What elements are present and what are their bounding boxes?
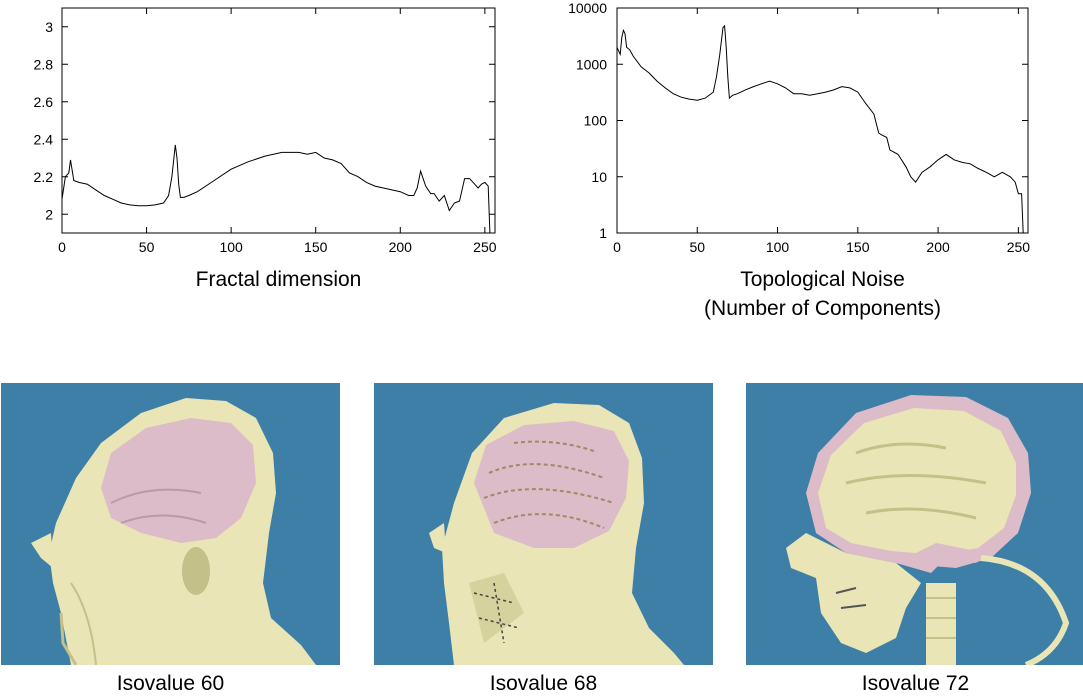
y-tick-label: 10000 — [568, 0, 607, 16]
y-tick-label: 100 — [584, 113, 608, 129]
panel-caption-60: Isovalue 60 — [116, 672, 225, 695]
x-tick-label: 150 — [304, 239, 328, 255]
plot-frame — [61, 7, 496, 234]
y-tick-label: 2.6 — [34, 94, 54, 110]
isosurface-render-72 — [746, 383, 1083, 665]
x-tick-label: 50 — [139, 239, 155, 255]
y-tick-label: 2 — [45, 206, 53, 222]
series-line — [61, 144, 491, 234]
x-tick-label: 50 — [689, 239, 705, 255]
x-tick-label: 100 — [219, 239, 243, 255]
series-line — [616, 24, 1024, 234]
x-tick-label: 250 — [473, 239, 497, 255]
y-tick-label: 2.8 — [34, 56, 54, 72]
y-tick-label: 3 — [45, 19, 53, 35]
y-tick-label: 10 — [591, 169, 607, 185]
x-tick-label: 0 — [58, 239, 66, 255]
x-axis-label: Fractal dimension — [196, 268, 362, 291]
x-tick-label: 0 — [613, 239, 621, 255]
topological-noise-chart: 0 50 100 150 200 250 1 10 100 1000 10000 Topologica… — [568, 0, 1030, 320]
plot-frame — [616, 7, 1029, 234]
x-tick-label: 250 — [1007, 239, 1031, 255]
x-tick-label: 200 — [389, 239, 413, 255]
y-tick-label: 2.2 — [34, 169, 54, 185]
isosurface-render-60 — [1, 383, 340, 665]
x-tick-label: 100 — [766, 239, 790, 255]
y-tick-label: 1 — [599, 225, 607, 241]
isosurface-render-68 — [374, 383, 713, 665]
x-axis-label-line2: (Number of Components) — [704, 297, 941, 320]
x-tick-label: 200 — [926, 239, 950, 255]
panel-caption-72: Isovalue 72 — [861, 672, 970, 695]
y-tick-label: 1000 — [576, 56, 607, 72]
y-tick-label: 2.4 — [34, 131, 54, 147]
x-tick-label: 150 — [846, 239, 870, 255]
panel-caption-68: Isovalue 68 — [489, 672, 598, 695]
x-axis-label: Topological Noise — [740, 268, 905, 291]
fractal-dimension-chart: 0 50 100 150 200 250 2 2.2 2.4 2.6 2.8 3 Fractal dim… — [34, 7, 497, 291]
